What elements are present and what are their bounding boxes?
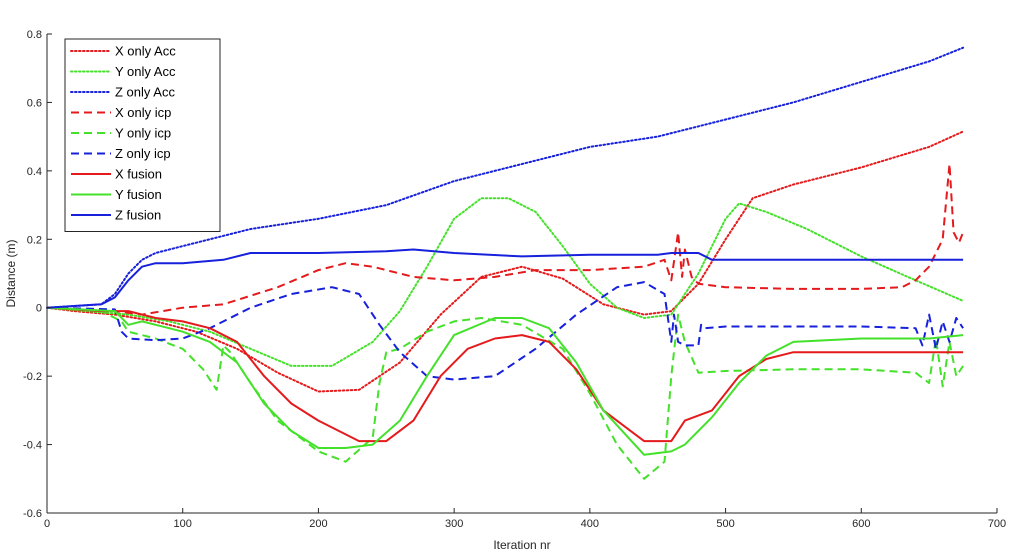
- legend-label-z-fusion: Z fusion: [115, 208, 161, 223]
- legend-label-z-only-acc: Z only Acc: [115, 85, 175, 100]
- series-line-y-only-icp: [46, 306, 964, 480]
- series-line-z-only-acc: [46, 46, 965, 309]
- y-tick-label: 0: [36, 303, 42, 315]
- x-tick-label: 400: [581, 518, 599, 530]
- x-tick-label: 200: [309, 518, 327, 530]
- x-tick-label: 500: [716, 518, 734, 530]
- series-line-x-only-icp: [46, 163, 965, 316]
- legend-label-x-only-acc: X only Acc: [115, 44, 176, 59]
- x-tick-label: 100: [174, 518, 192, 530]
- legend-label-y-only-acc: Y only Acc: [115, 64, 176, 79]
- plot-area: [46, 46, 965, 480]
- x-axis-label: Iteration nr: [493, 538, 550, 552]
- ticks: 0 100 200 300 400 500 600 700 -0.6 -0.4 -0.2 0 0.2 0.…: [23, 29, 1006, 530]
- legend-label-x-fusion: X fusion: [115, 167, 162, 182]
- series-line-y-fusion: [46, 306, 964, 456]
- legend: X only Acc Y only Acc Z only Acc X only icp…: [64, 38, 221, 232]
- y-tick-label: 0.2: [27, 234, 42, 246]
- y-tick-label: -0.6: [23, 508, 42, 520]
- series-line-y-only-acc: [46, 197, 965, 367]
- y-axis-label: Distance (m): [4, 239, 18, 307]
- x-tick-label: 300: [445, 518, 463, 530]
- y-tick-label: 0.4: [27, 166, 42, 178]
- x-tick-label: 700: [988, 518, 1006, 530]
- x-tick-label: 0: [44, 518, 50, 530]
- legend-label-z-only-icp: Z only icp: [115, 146, 171, 161]
- legend-label-y-fusion: Y fusion: [115, 187, 162, 202]
- legend-label-y-only-icp: Y only icp: [115, 126, 171, 141]
- series-line-x-only-acc: [46, 130, 965, 393]
- series-line-z-only-icp: [46, 281, 964, 381]
- axes: [46, 34, 997, 514]
- series-line-z-fusion: [46, 248, 964, 309]
- y-tick-label: 0.6: [27, 97, 42, 109]
- legend-label-x-only-icp: X only icp: [115, 105, 171, 120]
- x-tick-label: 600: [852, 518, 870, 530]
- y-tick-label: -0.2: [23, 371, 42, 383]
- y-tick-label: -0.4: [23, 440, 42, 452]
- y-tick-label: 0.8: [27, 29, 42, 41]
- series-line-x-fusion: [46, 306, 964, 443]
